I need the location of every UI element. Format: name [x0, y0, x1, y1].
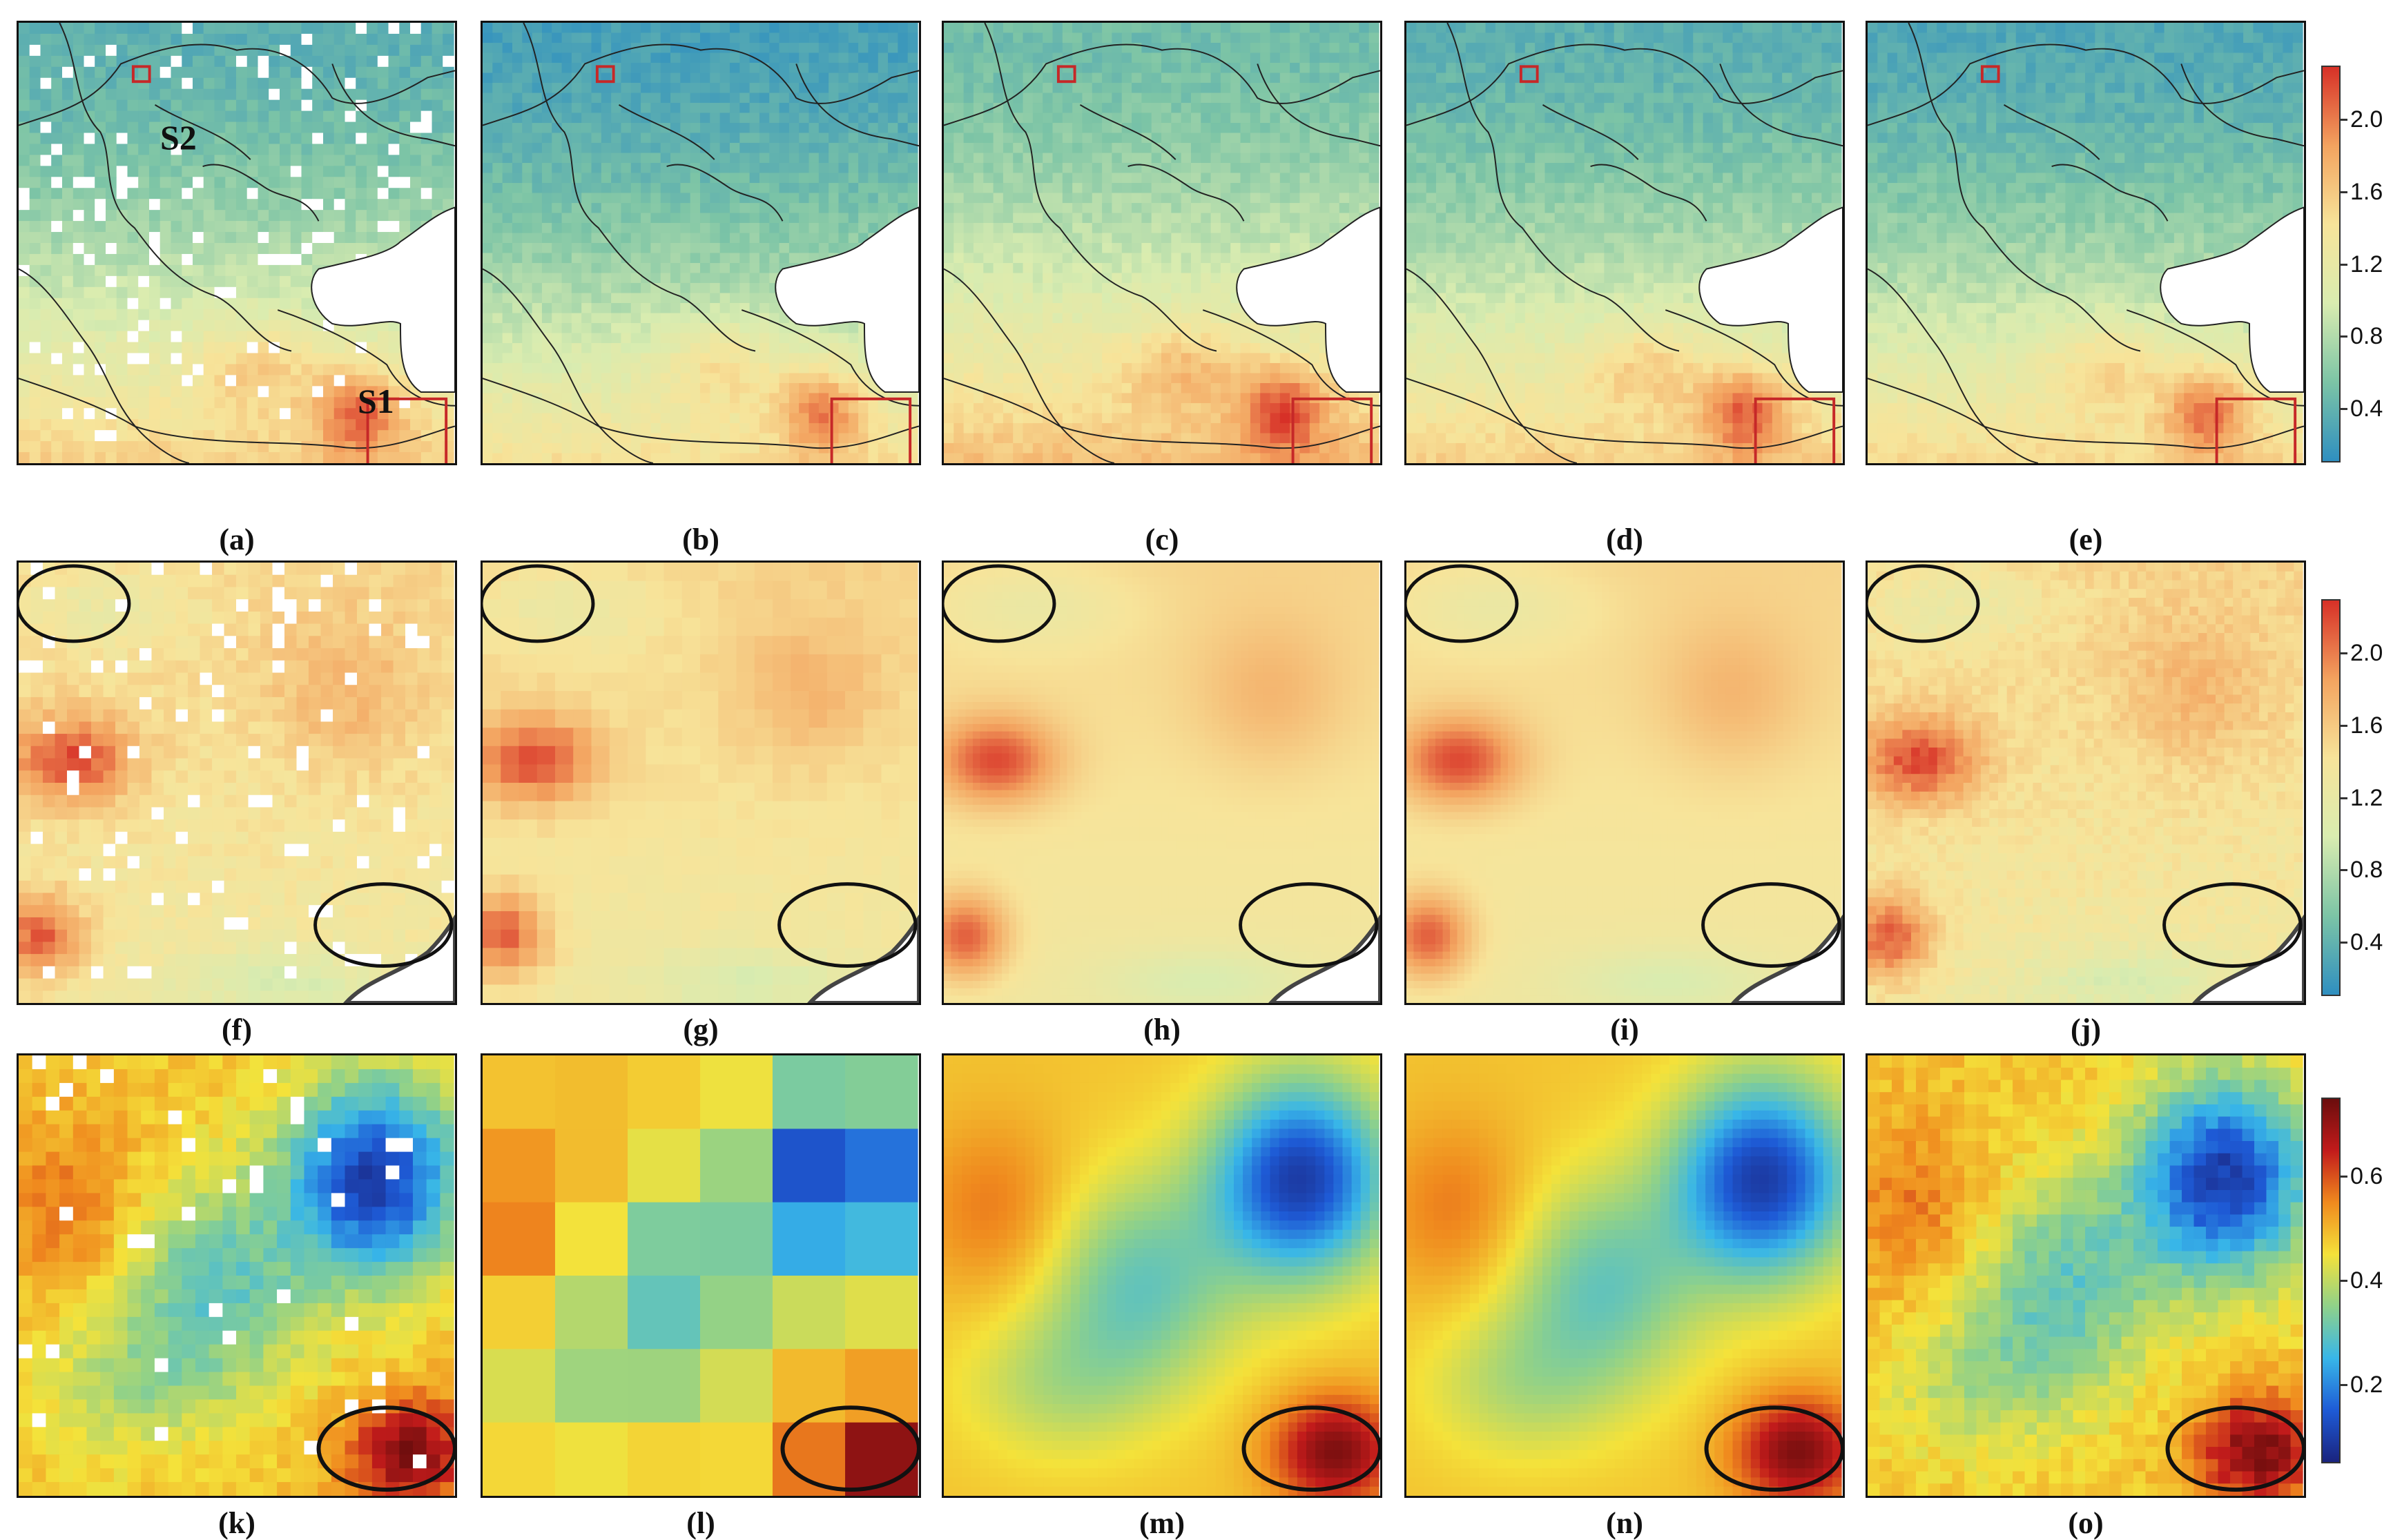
raster-cells: [944, 23, 1379, 463]
panel-image: [944, 23, 1380, 463]
colorbar-tick-label: 2.0: [2350, 641, 2383, 665]
colorbar-tick-label: 0.4: [2350, 397, 2383, 420]
colorbar-tick-mark: [2339, 652, 2347, 654]
colorbar-tick-mark: [2339, 408, 2347, 410]
colorbar-tick-label: 1.2: [2350, 253, 2383, 276]
colorbar-tick-label: 1.6: [2350, 714, 2383, 737]
raster-cells: [19, 1055, 454, 1496]
panel-caption: (b): [659, 525, 742, 555]
colorbar-tick-mark: [2339, 335, 2347, 338]
panel-j: [1866, 561, 2306, 1005]
colorbar-tick-label: 2.0: [2350, 108, 2383, 131]
panel-image: [483, 563, 919, 1003]
panel-m: [942, 1053, 1382, 1498]
colorbar-tick-mark: [2339, 942, 2347, 944]
panel-image: [19, 563, 455, 1003]
panel-caption: (f): [195, 1015, 278, 1045]
panel-image: [944, 563, 1380, 1003]
colorbar-tick-mark: [2339, 1280, 2347, 1282]
colorbar-tick-mark: [2339, 725, 2347, 727]
panel-d: [1404, 21, 1845, 465]
colorbar-tick-mark: [2339, 264, 2347, 266]
raster-cells: [1406, 563, 1842, 1003]
panel-image: [1868, 563, 2304, 1003]
panel-image: [483, 1055, 919, 1496]
panel-caption: (c): [1121, 525, 1203, 555]
panel-k: [17, 1053, 457, 1498]
panel-image: [483, 23, 919, 463]
panel-caption: (o): [2044, 1508, 2127, 1539]
panel-caption: (h): [1121, 1015, 1203, 1045]
colorbar-tick-mark: [2339, 869, 2347, 871]
raster-cells: [1868, 563, 2303, 1003]
panel-image: [1406, 1055, 1843, 1496]
colorbar-tick-label: 0.8: [2350, 324, 2383, 348]
site-label-s2: S2: [160, 117, 197, 157]
colorbar-tick-mark: [2339, 797, 2347, 799]
panel-caption: (e): [2044, 525, 2127, 555]
panel-image: [1868, 1055, 2304, 1496]
raster-cells: [19, 563, 454, 1003]
panel-i: [1404, 561, 1845, 1005]
panel-caption: (n): [1583, 1508, 1666, 1539]
panel-g: [481, 561, 921, 1005]
panel-n: [1404, 1053, 1845, 1498]
colorbar-tick-label: 0.2: [2350, 1373, 2383, 1396]
panel-o: [1866, 1053, 2306, 1498]
panel-f: [17, 561, 457, 1005]
panel-caption: (d): [1583, 525, 1666, 555]
colorbar-tick-label: 0.4: [2350, 930, 2383, 954]
colorbar-tick-label: 0.4: [2350, 1269, 2383, 1292]
panel-caption: (g): [659, 1015, 742, 1045]
colorbar-tick-mark: [2339, 191, 2347, 193]
site-label-s1: S1: [358, 381, 394, 421]
colorbar: [2321, 66, 2341, 462]
panel-image: [1406, 563, 1843, 1003]
raster-cells: [944, 563, 1379, 1003]
colorbar-tick-label: 1.6: [2350, 180, 2383, 204]
raster-cells: [1868, 23, 2303, 463]
panel-l: [481, 1053, 921, 1498]
panel-image: [1868, 23, 2304, 463]
colorbar-tick-label: 0.6: [2350, 1164, 2383, 1188]
panel-c: [942, 21, 1382, 465]
raster-cells: [483, 1055, 918, 1496]
panel-caption: (m): [1121, 1508, 1203, 1539]
panel-image: [944, 1055, 1380, 1496]
panel-caption: (j): [2044, 1015, 2127, 1045]
raster-cells: [1406, 23, 1842, 463]
panel-b: [481, 21, 921, 465]
panel-image: [1406, 23, 1843, 463]
colorbar: [2321, 1098, 2341, 1463]
panel-caption: (k): [195, 1508, 278, 1539]
colorbar-tick-mark: [2339, 1384, 2347, 1386]
panel-caption: (i): [1583, 1015, 1666, 1045]
panel-caption: (l): [659, 1508, 742, 1539]
raster-cells: [944, 1055, 1379, 1496]
colorbar-tick-label: 1.2: [2350, 786, 2383, 810]
panel-h: [942, 561, 1382, 1005]
panel-image: [19, 1055, 455, 1496]
colorbar-tick-mark: [2339, 1176, 2347, 1178]
raster-cells: [483, 23, 918, 463]
panel-e: [1866, 21, 2306, 465]
raster-cells: [483, 563, 918, 1003]
raster-cells: [1406, 1055, 1842, 1496]
colorbar-tick-label: 0.8: [2350, 858, 2383, 881]
colorbar-tick-mark: [2339, 119, 2347, 121]
panel-caption: (a): [195, 525, 278, 555]
raster-cells: [1868, 1055, 2303, 1496]
colorbar: [2321, 599, 2341, 996]
